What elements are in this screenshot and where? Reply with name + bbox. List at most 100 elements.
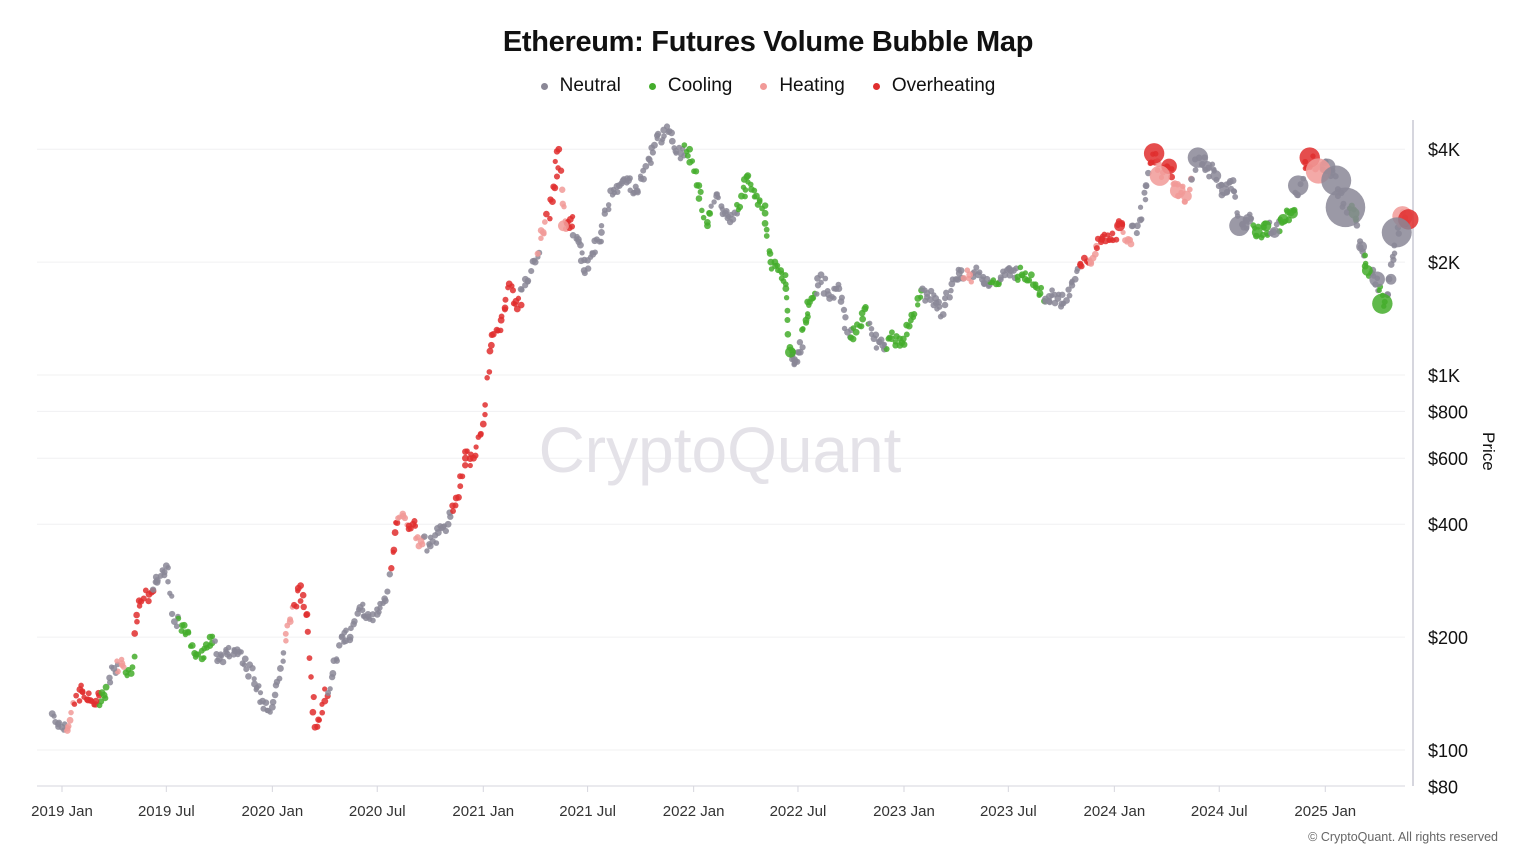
- bubble-point[interactable]: [76, 686, 84, 693]
- bubble-point[interactable]: [321, 697, 329, 705]
- bubble-point[interactable]: [826, 295, 834, 302]
- bubble-point[interactable]: [188, 642, 196, 649]
- bubble-point[interactable]: [470, 454, 477, 462]
- bubble-point[interactable]: [346, 633, 354, 641]
- bubble-point[interactable]: [1287, 207, 1298, 219]
- bubble-point[interactable]: [905, 322, 913, 330]
- bubble-point[interactable]: [887, 335, 895, 343]
- bubble-point[interactable]: [939, 311, 947, 318]
- bubble-point[interactable]: [294, 584, 302, 592]
- bubble-point[interactable]: [686, 145, 694, 153]
- bubble-point[interactable]: [180, 621, 188, 629]
- bubble-point[interactable]: [753, 192, 760, 200]
- bubble-point[interactable]: [598, 229, 605, 236]
- bubble-point[interactable]: [1045, 293, 1053, 300]
- bubble-point[interactable]: [198, 655, 206, 663]
- bubble-point[interactable]: [835, 285, 843, 292]
- bubble-point[interactable]: [844, 328, 851, 336]
- bubble-point[interactable]: [677, 149, 685, 157]
- bubble-point[interactable]: [513, 305, 521, 313]
- bubble-point[interactable]: [914, 295, 922, 302]
- bubble-point[interactable]: [738, 192, 745, 200]
- bubble-point[interactable]: [311, 723, 319, 731]
- bubble-point[interactable]: [785, 346, 796, 358]
- bubble-point[interactable]: [957, 267, 965, 274]
- bubble-point[interactable]: [767, 258, 775, 266]
- bubble-point[interactable]: [356, 604, 364, 611]
- bubble-point[interactable]: [1114, 220, 1125, 232]
- bubble-point[interactable]: [633, 187, 641, 195]
- bubble-point[interactable]: [1229, 215, 1250, 236]
- bubble-point[interactable]: [505, 280, 513, 288]
- bubble-point[interactable]: [896, 341, 904, 349]
- bubble-point[interactable]: [110, 665, 118, 672]
- bubble-point[interactable]: [879, 341, 887, 349]
- bubble-point[interactable]: [162, 562, 170, 570]
- bubble-point[interactable]: [215, 655, 223, 663]
- legend-item-cooling[interactable]: Cooling: [648, 75, 732, 97]
- legend-item-overheating[interactable]: Overheating: [872, 75, 995, 97]
- bubble-point[interactable]: [170, 618, 178, 625]
- bubble-point[interactable]: [1018, 271, 1026, 279]
- bubble-point[interactable]: [434, 529, 442, 536]
- bubble-point[interactable]: [695, 182, 703, 189]
- bubble-point[interactable]: [1142, 182, 1150, 189]
- bubble-point[interactable]: [615, 182, 623, 189]
- bubble-point[interactable]: [1385, 273, 1397, 285]
- bubble-point[interactable]: [660, 126, 668, 134]
- bubble-point[interactable]: [721, 209, 729, 217]
- bubble-point[interactable]: [992, 280, 1000, 288]
- bubble-point[interactable]: [1219, 185, 1230, 197]
- bubble-point[interactable]: [338, 633, 346, 641]
- bubble-point[interactable]: [135, 597, 143, 605]
- bubble-point[interactable]: [444, 520, 452, 528]
- bubble-point[interactable]: [286, 618, 294, 625]
- bubble-point[interactable]: [277, 665, 284, 672]
- bubble-point[interactable]: [1381, 217, 1412, 248]
- bubble-point[interactable]: [48, 710, 56, 718]
- bubble-point[interactable]: [802, 316, 810, 324]
- bubble-point[interactable]: [861, 305, 869, 313]
- bubble-point[interactable]: [487, 341, 495, 349]
- bubble-point[interactable]: [259, 697, 266, 705]
- bubble-point[interactable]: [479, 420, 487, 428]
- bubble-point[interactable]: [452, 494, 460, 502]
- bubble-point[interactable]: [1277, 213, 1289, 225]
- bubble-point[interactable]: [1229, 177, 1237, 184]
- bubble-point[interactable]: [777, 267, 785, 274]
- bubble-point[interactable]: [761, 209, 769, 217]
- bubble-point[interactable]: [796, 348, 804, 356]
- bubble-point[interactable]: [574, 235, 582, 243]
- bubble-point[interactable]: [497, 316, 505, 324]
- bubble-point[interactable]: [145, 590, 153, 598]
- bubble-point[interactable]: [1001, 271, 1009, 279]
- bubble-point[interactable]: [948, 280, 956, 288]
- bubble-point[interactable]: [791, 356, 798, 363]
- bubble-point[interactable]: [1098, 235, 1106, 243]
- bubble-point[interactable]: [549, 198, 556, 206]
- bubble-point[interactable]: [409, 520, 417, 528]
- bubble-point[interactable]: [268, 703, 276, 711]
- bubble-point[interactable]: [1063, 297, 1070, 304]
- bubble-point[interactable]: [1187, 147, 1209, 168]
- bubble-point[interactable]: [607, 187, 615, 195]
- bubble-point[interactable]: [1169, 182, 1186, 199]
- bubble-point[interactable]: [1010, 267, 1017, 274]
- bubble-point[interactable]: [642, 162, 650, 170]
- bubble-point[interactable]: [1325, 187, 1366, 228]
- bubble-point[interactable]: [391, 529, 399, 536]
- bubble-point[interactable]: [251, 680, 258, 688]
- bubble-point[interactable]: [566, 215, 574, 223]
- bubble-point[interactable]: [1054, 295, 1062, 302]
- bubble-point[interactable]: [782, 285, 790, 292]
- legend-item-heating[interactable]: Heating: [760, 75, 845, 97]
- bubble-point[interactable]: [1149, 165, 1171, 186]
- bubble-point[interactable]: [808, 295, 816, 302]
- bubble-point[interactable]: [704, 222, 711, 230]
- bubble-point[interactable]: [1124, 235, 1132, 243]
- bubble-point[interactable]: [1106, 235, 1114, 243]
- bubble-point[interactable]: [1269, 227, 1280, 238]
- bubble-point[interactable]: [426, 542, 434, 550]
- bubble-point[interactable]: [966, 271, 974, 279]
- bubble-point[interactable]: [668, 137, 676, 145]
